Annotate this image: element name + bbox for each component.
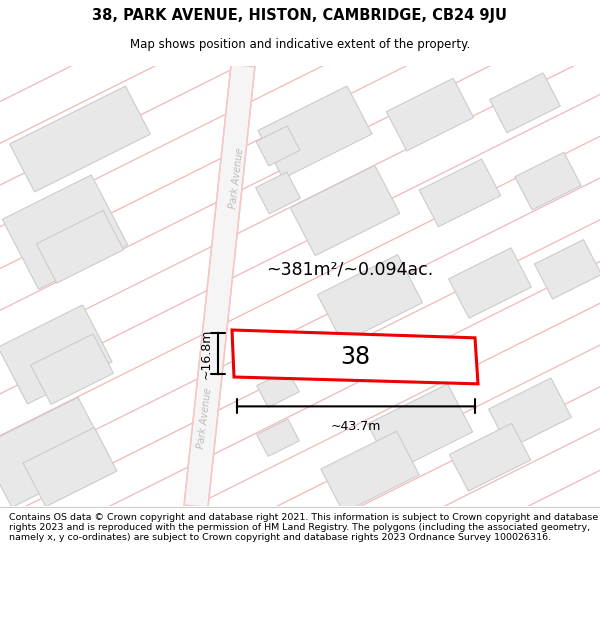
Polygon shape [386, 78, 473, 151]
Polygon shape [449, 248, 532, 318]
Polygon shape [256, 126, 300, 166]
Polygon shape [2, 175, 128, 289]
Text: 38: 38 [340, 346, 370, 369]
Text: Park Avenue: Park Avenue [229, 148, 245, 209]
Text: ~43.7m: ~43.7m [331, 420, 381, 433]
Polygon shape [37, 211, 124, 283]
Polygon shape [321, 431, 419, 512]
Text: ~16.8m: ~16.8m [200, 328, 213, 379]
Polygon shape [256, 172, 301, 214]
Text: Contains OS data © Crown copyright and database right 2021. This information is : Contains OS data © Crown copyright and d… [9, 512, 598, 542]
Polygon shape [31, 334, 113, 404]
Polygon shape [419, 159, 501, 227]
Polygon shape [0, 305, 112, 404]
Polygon shape [232, 330, 478, 384]
Polygon shape [290, 166, 400, 256]
Text: Map shows position and indicative extent of the property.: Map shows position and indicative extent… [130, 38, 470, 51]
Polygon shape [535, 239, 600, 299]
Polygon shape [184, 64, 255, 508]
Polygon shape [258, 86, 372, 178]
Text: Park Avenue: Park Avenue [196, 387, 214, 449]
Polygon shape [257, 419, 299, 456]
Polygon shape [449, 423, 531, 491]
Polygon shape [490, 73, 560, 132]
Polygon shape [10, 86, 151, 192]
Polygon shape [257, 370, 299, 408]
Polygon shape [23, 428, 117, 507]
Polygon shape [0, 398, 110, 508]
Text: ~381m²/~0.094ac.: ~381m²/~0.094ac. [266, 260, 434, 278]
Polygon shape [367, 384, 473, 472]
Polygon shape [488, 378, 571, 448]
Polygon shape [317, 254, 422, 342]
Text: 38, PARK AVENUE, HISTON, CAMBRIDGE, CB24 9JU: 38, PARK AVENUE, HISTON, CAMBRIDGE, CB24… [92, 8, 508, 23]
Polygon shape [515, 152, 581, 210]
